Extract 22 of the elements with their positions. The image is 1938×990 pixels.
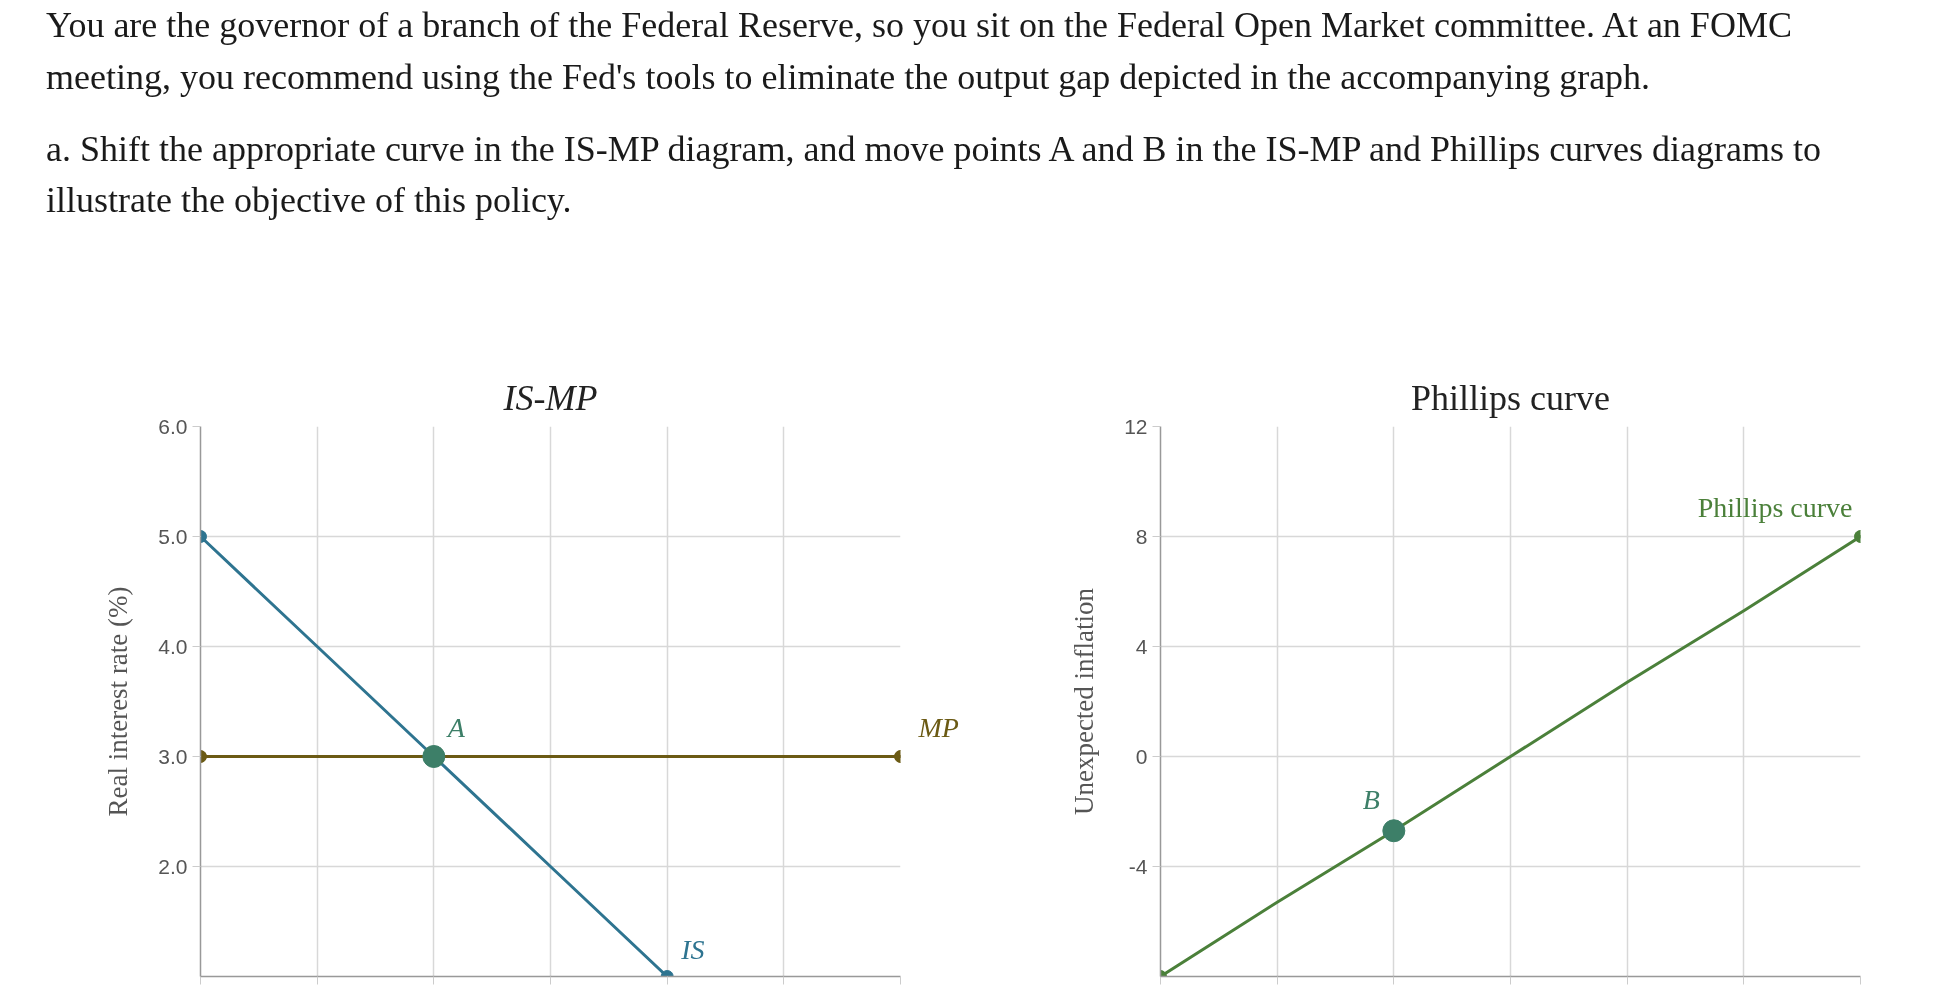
series-label: A <box>445 711 466 743</box>
y-axis-title: Real interest rate (%) <box>103 586 134 817</box>
series-label: Phillips curve <box>1697 491 1853 523</box>
point <box>422 745 446 768</box>
y-tick-label: 5.0 <box>158 524 188 548</box>
series-label: MP <box>917 711 959 743</box>
chart-title: IS-MP <box>502 377 598 418</box>
chart-title: Phillips curve <box>1411 377 1610 418</box>
y-tick-label: -4 <box>1128 854 1148 878</box>
text: You are the governor of a branch of the Federal Reserve, so you sit on the Federal Open Market committee. At an FOMC meeting, you recommend using the Fed's tools to eliminate the output gap depicted in the accompanying graph. <box>46 4 1793 99</box>
y-tick-label: 2.0 <box>158 854 188 878</box>
series-label: IS <box>680 933 705 965</box>
y-tick-label: 8 <box>1135 524 1148 548</box>
y-tick-label: 3.0 <box>158 744 188 768</box>
y-tick-label: 0 <box>1135 744 1148 768</box>
y-tick-label: 4.0 <box>158 634 188 658</box>
y-axis-title: Unexpected inflation <box>1069 587 1100 816</box>
y-tick-label: 12 <box>1124 414 1148 438</box>
series-label: B <box>1362 783 1380 815</box>
text: a. Shift the appropriate curve in the IS-MP diagram, and move points A and B in the IS-MP and Phillips curves diagrams to illustrate the objective of this policy. <box>46 127 1823 223</box>
y-tick-label: 4 <box>1135 634 1148 658</box>
y-tick-label: 6.0 <box>158 414 188 438</box>
